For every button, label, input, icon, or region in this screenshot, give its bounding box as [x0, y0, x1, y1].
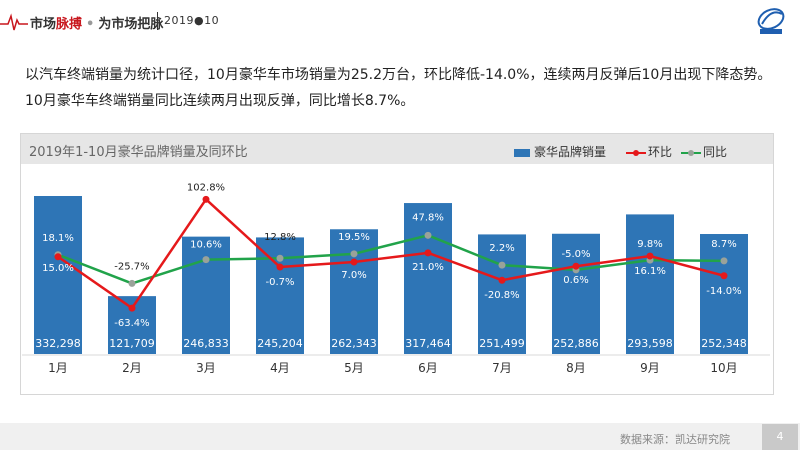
header-divider — [157, 12, 158, 30]
legend-mom-label: 环比 — [648, 145, 673, 159]
mom-point — [498, 276, 506, 284]
mom-point — [276, 263, 284, 271]
mom-value-label: -63.4% — [114, 318, 149, 329]
mom-value-label: 16.1% — [634, 266, 666, 277]
mom-value-label: 21.0% — [412, 262, 444, 273]
yoy-value-label: 47.8% — [412, 212, 444, 223]
x-tick-label: 4月 — [270, 361, 290, 375]
legend-mom: 环比 — [626, 143, 672, 160]
yoy-value-label: 9.8% — [637, 239, 662, 250]
bar — [478, 234, 526, 354]
x-tick-label: 6月 — [418, 361, 438, 375]
company-logo-icon — [757, 8, 785, 34]
bar — [700, 234, 748, 354]
bar — [404, 203, 452, 354]
legend-yoy-label: 同比 — [703, 145, 728, 159]
brand-left: 市场 — [30, 17, 57, 32]
x-tick-label: 5月 — [344, 361, 364, 375]
yoy-value-label: -25.7% — [114, 261, 149, 272]
brand-highlight: 脉搏 — [56, 17, 83, 32]
footer-bar — [0, 423, 800, 450]
bar — [626, 214, 674, 354]
legend-yoy: 同比 — [681, 143, 727, 160]
yoy-point — [128, 279, 136, 287]
yoy-point — [424, 231, 432, 239]
bar-value-label: 262,343 — [331, 337, 377, 350]
mom-point — [350, 258, 358, 266]
bar-value-label: 251,499 — [479, 337, 525, 350]
mom-point — [572, 262, 580, 270]
legend-bar-label: 豪华品牌销量 — [534, 145, 607, 159]
yoy-point — [720, 257, 728, 265]
yoy-value-label: 19.5% — [338, 232, 370, 243]
mom-point — [646, 252, 654, 260]
yoy-point — [276, 254, 284, 262]
mom-point — [720, 272, 728, 280]
mom-value-label: -0.7% — [265, 277, 294, 288]
mom-value-label: 102.8% — [187, 182, 225, 193]
mom-point — [424, 249, 432, 257]
legend-yoy-swatch — [681, 149, 701, 156]
bar — [34, 196, 82, 354]
bar-value-label: 317,464 — [405, 337, 451, 350]
x-tick-label: 2月 — [122, 361, 142, 375]
data-source: 数据来源：凯达研究院 — [620, 433, 730, 446]
mom-value-label: 7.0% — [341, 270, 366, 281]
bar-value-label: 293,598 — [627, 337, 673, 350]
yoy-value-label: 8.7% — [711, 239, 736, 250]
header: 市场脉搏 • 为市场把脉 2019●10 — [0, 0, 800, 44]
legend-mom-swatch — [626, 149, 646, 156]
yoy-value-label: 18.1% — [42, 233, 74, 244]
intro-paragraph: 以汽车终端销量为统计口径，10月豪华车市场销量为25.2万台，环比降低-14.0… — [25, 67, 772, 109]
x-tick-label: 10月 — [710, 361, 737, 375]
yoy-value-label: 10.6% — [190, 240, 222, 251]
brand-dot: • — [86, 17, 95, 32]
mom-value-label: -14.0% — [706, 286, 741, 297]
mom-line — [57, 198, 725, 310]
legend-bar-swatch — [514, 148, 530, 157]
bar-value-label: 246,833 — [183, 337, 229, 350]
x-tick-label: 3月 — [196, 361, 216, 375]
yoy-value-label: 12.8% — [264, 232, 296, 243]
mom-point — [202, 195, 210, 203]
bar-value-label: 252,886 — [553, 337, 599, 350]
x-tick-label: 7月 — [492, 361, 512, 375]
bar — [330, 229, 378, 354]
bar-value-label: 245,204 — [257, 337, 303, 350]
pulse-icon — [0, 13, 28, 31]
mom-value-label: -20.8% — [484, 290, 519, 301]
x-tick-label: 8月 — [566, 361, 586, 375]
yoy-point — [350, 250, 358, 258]
bar-value-label: 121,709 — [109, 337, 155, 350]
mom-point — [54, 253, 62, 261]
legend-bar: 豪华品牌销量 — [514, 143, 606, 160]
mom-value-label: 0.6% — [563, 275, 588, 286]
x-tick-label: 1月 — [48, 361, 68, 375]
bar-value-label: 252,348 — [701, 337, 747, 350]
chart-title: 2019年1-10月豪华品牌销量及同环比 — [29, 145, 248, 160]
bar-value-label: 332,298 — [35, 337, 81, 350]
yoy-line — [57, 234, 725, 285]
yoy-value-label: 2.2% — [489, 243, 514, 254]
x-tick-label: 9月 — [640, 361, 660, 375]
mom-value-label: 15.0% — [42, 263, 74, 274]
page-number: 4 — [762, 424, 798, 450]
yoy-value-label: -5.0% — [561, 249, 590, 260]
mom-point — [128, 304, 136, 312]
yoy-point — [202, 256, 210, 264]
report-period: 2019●10 — [164, 14, 220, 27]
brand-right: 为市场把脉 — [98, 17, 164, 32]
yoy-point — [498, 261, 506, 269]
bar — [552, 233, 600, 354]
brand-title: 市场脉搏 • 为市场把脉 — [30, 13, 163, 32]
chart-title-bar: 2019年1-10月豪华品牌销量及同环比 豪华品牌销量 环比 同比 — [21, 134, 773, 164]
